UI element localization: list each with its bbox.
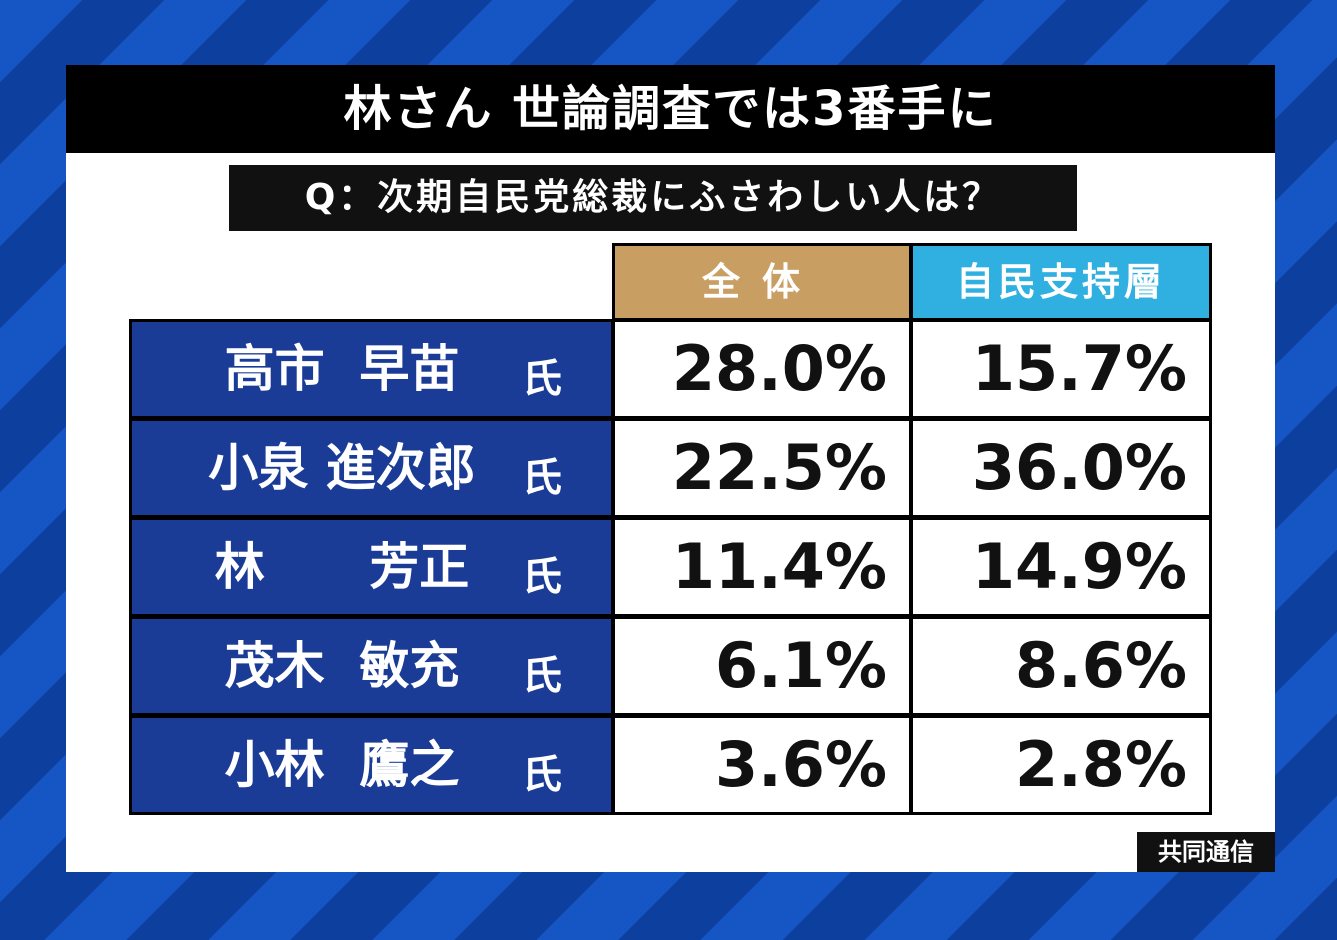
table-row: 小林 鷹之 氏 3.6% 2.8% [129,715,1212,815]
question-banner: Q：次期自民党総裁にふさわしい人は？ [229,165,1077,231]
honorific-suffix: 氏 [522,554,562,600]
honorific-suffix: 氏 [522,356,562,402]
table-row: 林 芳正 氏 11.4% 14.9% [129,517,1212,617]
candidate-name: 高市 早苗 [224,340,460,398]
candidate-name: 茂木 敏充 [224,637,460,695]
candidate-name: 小林 鷹之 [224,736,460,794]
value-ldp: 15.7% [910,319,1212,419]
value-ldp: 14.9% [910,517,1212,617]
value-ldp: 36.0% [910,418,1212,518]
candidate-name-cell: 茂木 敏充 氏 [129,616,614,716]
page-title: 林さん 世論調査では3番手に [66,65,1275,153]
value-all: 22.5% [612,418,912,518]
value-all: 28.0% [612,319,912,419]
column-header-all: 全体 [612,243,912,321]
candidate-name-cell: 林 芳正 氏 [129,517,614,617]
value-all: 6.1% [612,616,912,716]
candidate-name-cell: 高市 早苗 氏 [129,319,614,419]
poll-table: 全体 自民支持層 高市 早苗 氏 28.0% 15.7% 小泉 進次郎 氏 22… [129,243,1212,819]
honorific-suffix: 氏 [522,653,562,699]
column-header-ldp-supporters: 自民支持層 [910,243,1212,321]
source-credit: 共同通信 [1137,832,1275,872]
candidate-name-cell: 小泉 進次郎 氏 [129,418,614,518]
candidate-name: 林 芳正 [214,538,470,596]
honorific-suffix: 氏 [522,455,562,501]
table-row: 小泉 進次郎 氏 22.5% 36.0% [129,418,1212,518]
value-ldp: 8.6% [910,616,1212,716]
value-ldp: 2.8% [910,715,1212,815]
candidate-name: 小泉 進次郎 [208,439,476,497]
honorific-suffix: 氏 [522,752,562,798]
value-all: 3.6% [612,715,912,815]
table-row: 高市 早苗 氏 28.0% 15.7% [129,319,1212,419]
poll-panel: 林さん 世論調査では3番手に Q：次期自民党総裁にふさわしい人は？ 全体 自民支… [66,65,1275,872]
table-row: 茂木 敏充 氏 6.1% 8.6% [129,616,1212,716]
candidate-name-cell: 小林 鷹之 氏 [129,715,614,815]
value-all: 11.4% [612,517,912,617]
